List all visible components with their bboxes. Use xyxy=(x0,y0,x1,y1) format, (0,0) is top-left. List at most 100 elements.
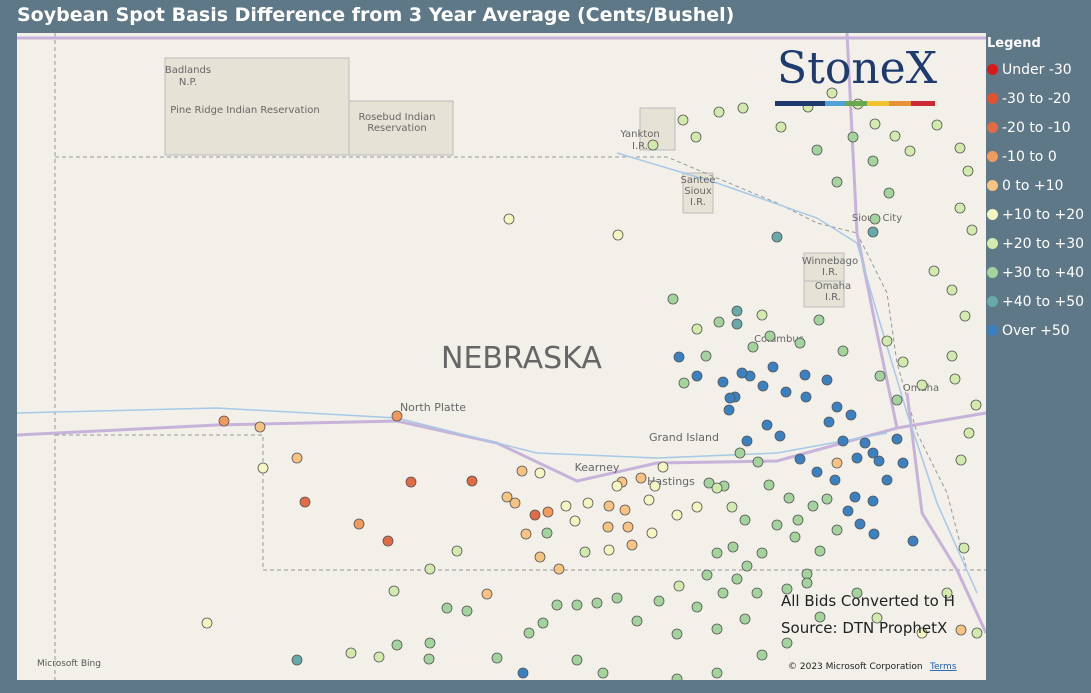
map-point[interactable] xyxy=(963,427,975,439)
map-point[interactable] xyxy=(667,293,679,305)
map-point[interactable] xyxy=(849,491,861,503)
map-point[interactable] xyxy=(691,370,703,382)
map-point[interactable] xyxy=(466,475,478,487)
map-point[interactable] xyxy=(622,521,634,533)
map-point[interactable] xyxy=(516,465,528,477)
map-point[interactable] xyxy=(954,142,966,154)
map-point[interactable] xyxy=(711,482,723,494)
map-point[interactable] xyxy=(291,452,303,464)
map-point[interactable] xyxy=(751,587,763,599)
map-point[interactable] xyxy=(724,392,736,404)
map-point[interactable] xyxy=(966,224,978,236)
map-point[interactable] xyxy=(731,573,743,585)
map-point[interactable] xyxy=(794,337,806,349)
map-point[interactable] xyxy=(491,652,503,664)
map-point[interactable] xyxy=(542,506,554,518)
map-point[interactable] xyxy=(405,476,417,488)
map-point[interactable] xyxy=(891,433,903,445)
map-point[interactable] xyxy=(869,213,881,225)
map-point[interactable] xyxy=(889,130,901,142)
map-point[interactable] xyxy=(868,528,880,540)
map-point[interactable] xyxy=(612,229,624,241)
map-point[interactable] xyxy=(388,585,400,597)
map-point[interactable] xyxy=(603,544,615,556)
map-point[interactable] xyxy=(756,649,768,661)
map-point[interactable] xyxy=(345,647,357,659)
map-point[interactable] xyxy=(291,654,303,666)
map-point[interactable] xyxy=(851,452,863,464)
map-point[interactable] xyxy=(569,515,581,527)
map-point[interactable] xyxy=(775,121,787,133)
map-point[interactable] xyxy=(619,504,631,516)
map-point[interactable] xyxy=(829,474,841,486)
map-point[interactable] xyxy=(811,466,823,478)
map-point[interactable] xyxy=(874,370,886,382)
map-point[interactable] xyxy=(647,139,659,151)
map-point[interactable] xyxy=(739,613,751,625)
map-point[interactable] xyxy=(897,356,909,368)
map-point[interactable] xyxy=(503,213,515,225)
map-point[interactable] xyxy=(701,569,713,581)
map-point[interactable] xyxy=(792,514,804,526)
map-point[interactable] xyxy=(657,461,669,473)
map-point[interactable] xyxy=(571,654,583,666)
map-point[interactable] xyxy=(481,588,493,600)
map-point[interactable] xyxy=(781,637,793,649)
map-point[interactable] xyxy=(946,350,958,362)
map-point[interactable] xyxy=(591,597,603,609)
map-point[interactable] xyxy=(653,595,665,607)
map-point[interactable] xyxy=(671,509,683,521)
map-point[interactable] xyxy=(842,505,854,517)
map-point[interactable] xyxy=(851,587,863,599)
map-point[interactable] xyxy=(537,617,549,629)
map-point[interactable] xyxy=(646,527,658,539)
map-point[interactable] xyxy=(928,265,940,277)
map-point[interactable] xyxy=(761,419,773,431)
map-point[interactable] xyxy=(801,568,813,580)
terms-link[interactable]: Terms xyxy=(929,662,957,672)
map-point[interactable] xyxy=(881,474,893,486)
map-point[interactable] xyxy=(717,587,729,599)
map-point[interactable] xyxy=(739,514,751,526)
map-point[interactable] xyxy=(678,377,690,389)
map-point[interactable] xyxy=(741,435,753,447)
map-point[interactable] xyxy=(643,494,655,506)
map-point[interactable] xyxy=(789,531,801,543)
map-point[interactable] xyxy=(717,376,729,388)
map-point[interactable] xyxy=(534,551,546,563)
map-point[interactable] xyxy=(677,114,689,126)
map-point[interactable] xyxy=(941,587,953,599)
map-point[interactable] xyxy=(962,165,974,177)
map-point[interactable] xyxy=(691,323,703,335)
map-point[interactable] xyxy=(780,386,792,398)
map-point[interactable] xyxy=(771,231,783,243)
map-point[interactable] xyxy=(741,560,753,572)
map-point[interactable] xyxy=(873,455,885,467)
map-point[interactable] xyxy=(551,599,563,611)
map-point[interactable] xyxy=(534,467,546,479)
map-point[interactable] xyxy=(579,546,591,558)
map-point[interactable] xyxy=(254,421,266,433)
map-point[interactable] xyxy=(382,535,394,547)
map-point[interactable] xyxy=(955,454,967,466)
map-point[interactable] xyxy=(713,316,725,328)
map-point[interactable] xyxy=(373,651,385,663)
map-point[interactable] xyxy=(391,639,403,651)
map-point[interactable] xyxy=(711,623,723,635)
map-point[interactable] xyxy=(218,415,230,427)
map-point[interactable] xyxy=(635,472,647,484)
map-point[interactable] xyxy=(959,310,971,322)
map-point[interactable] xyxy=(690,131,702,143)
map-point[interactable] xyxy=(520,528,532,540)
map-point[interactable] xyxy=(611,480,623,492)
map-point[interactable] xyxy=(649,480,661,492)
map-point[interactable] xyxy=(423,653,435,665)
map-point[interactable] xyxy=(626,539,638,551)
map-point[interactable] xyxy=(807,500,819,512)
map-point[interactable] xyxy=(971,627,983,639)
map-point[interactable] xyxy=(867,226,879,238)
map-point[interactable] xyxy=(424,637,436,649)
map-point[interactable] xyxy=(794,453,806,465)
map-point[interactable] xyxy=(602,521,614,533)
map-point[interactable] xyxy=(867,155,879,167)
